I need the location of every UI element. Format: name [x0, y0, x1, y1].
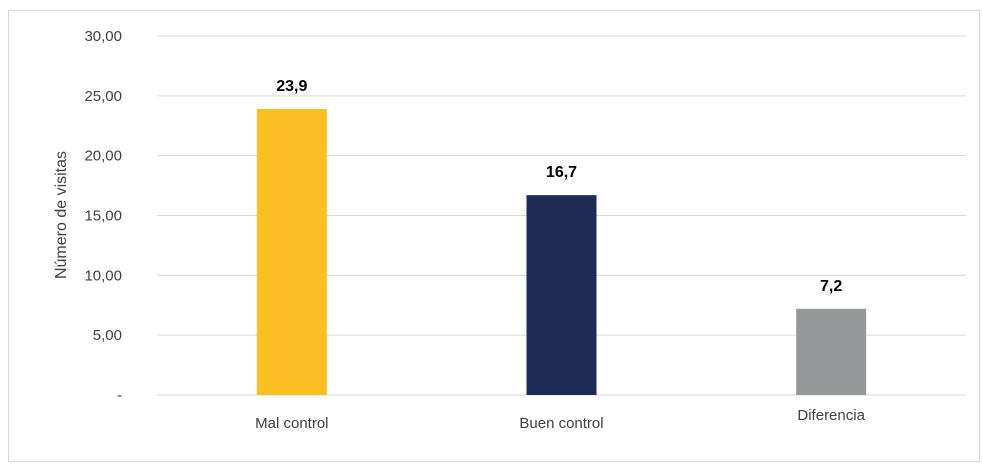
x-axis-categories: Mal control Buen control Diferencia	[255, 407, 865, 432]
data-label: 7,2	[820, 278, 842, 295]
y-tick-label: 15,00	[84, 208, 122, 225]
y-tick-label: 20,00	[84, 148, 122, 165]
bar	[256, 108, 327, 395]
y-tick-label: 5,00	[93, 327, 122, 344]
x-category-label: Mal control	[255, 415, 328, 432]
data-label: 23,9	[276, 78, 307, 95]
x-category-label: Diferencia	[797, 407, 865, 424]
data-label: 16,7	[546, 164, 577, 181]
bar	[526, 195, 597, 395]
y-tick-label: -	[117, 387, 122, 404]
y-tick-label: 30,00	[84, 28, 122, 45]
y-tick-label: 25,00	[84, 88, 122, 105]
bars	[256, 108, 867, 395]
y-tick-label: 10,00	[84, 267, 122, 284]
data-labels: 23,9 16,7 7,2	[276, 78, 842, 295]
x-category-label: Buen control	[519, 415, 603, 432]
bar	[796, 308, 867, 395]
y-axis-ticks: - 5,00 10,00 15,00 20,00 25,00 30,00	[84, 28, 122, 404]
y-axis-label: Número de visitas	[53, 151, 70, 279]
